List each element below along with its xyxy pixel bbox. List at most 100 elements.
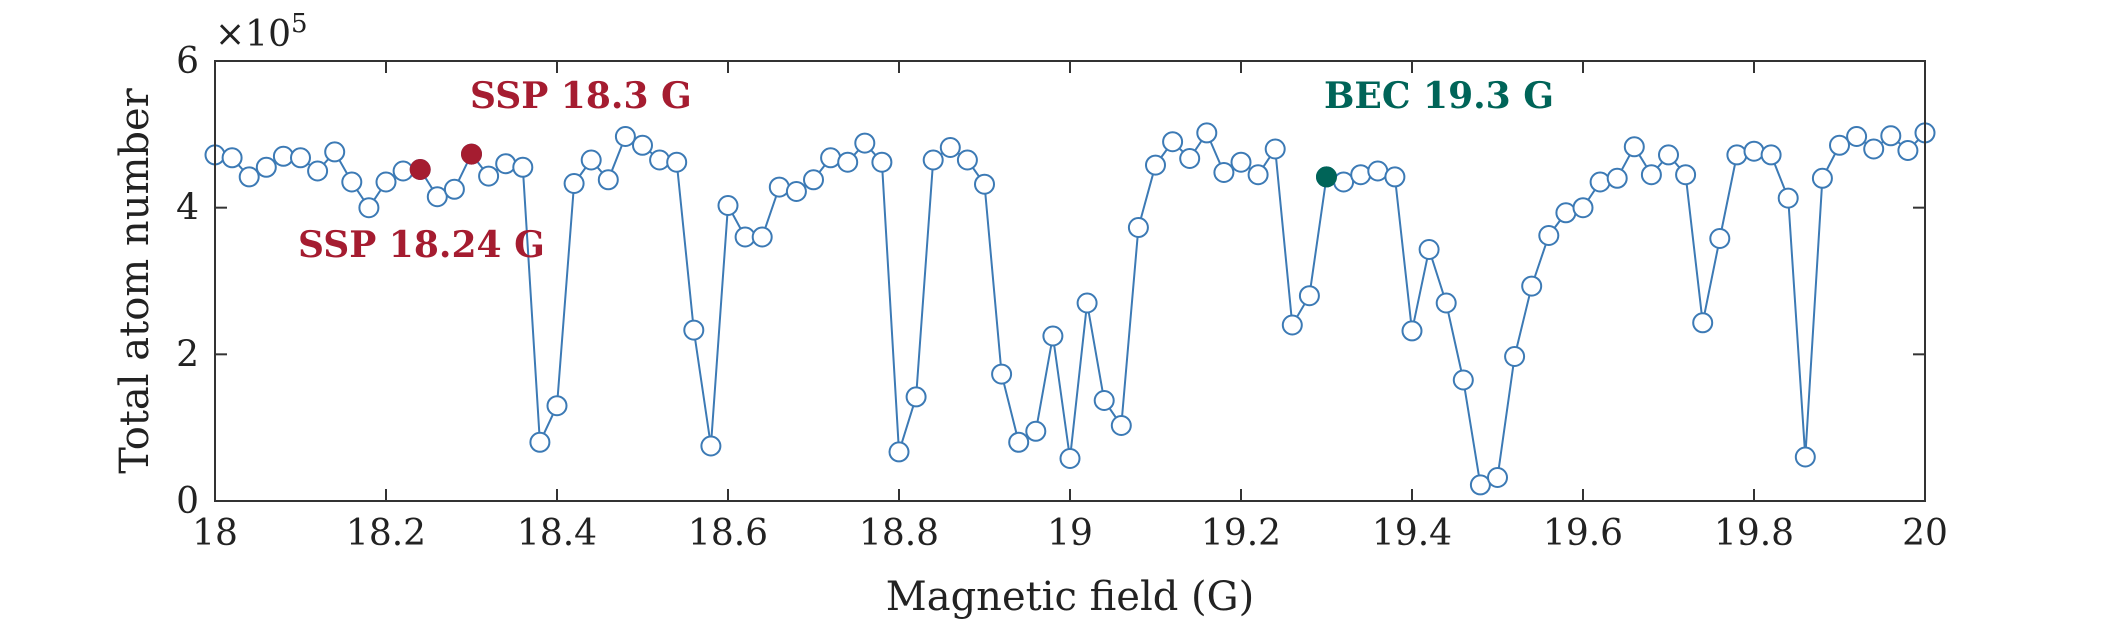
data-point <box>1863 138 1885 160</box>
data-point <box>854 132 876 154</box>
data-point <box>1110 415 1132 436</box>
annotation-ssp-18-24: SSP 18.24 G <box>298 224 545 266</box>
data-point <box>871 151 893 173</box>
data-point <box>1692 312 1714 334</box>
data-point <box>1042 325 1064 347</box>
data-point <box>768 176 790 198</box>
data-point <box>649 149 671 171</box>
data-point <box>1264 138 1286 160</box>
data-point <box>272 145 294 167</box>
data-point <box>1658 144 1679 166</box>
data-point <box>1059 448 1081 469</box>
x-tick-label: 20 <box>1902 513 1948 554</box>
data-point <box>905 386 927 408</box>
data-point <box>820 147 842 169</box>
data-point <box>751 226 773 248</box>
data-point <box>666 151 688 173</box>
data-point <box>1179 148 1201 169</box>
annotation-layer: SSP 18.24 G SSP 18.3 G BEC 19.3 G <box>298 75 1554 266</box>
data-point <box>1675 164 1697 186</box>
data-point <box>307 160 329 182</box>
tick-layer <box>214 60 1926 502</box>
data-point <box>358 197 380 219</box>
data-point <box>1538 225 1560 246</box>
y-axis-multiplier: ×105 <box>215 9 308 55</box>
data-point <box>1418 239 1440 260</box>
x-tick-label: 19.2 <box>1201 513 1281 554</box>
data-point <box>1127 217 1149 238</box>
data-point <box>255 156 277 178</box>
y-axis-multiplier-base: ×10 <box>215 14 291 55</box>
plot-area-frame <box>214 60 1926 502</box>
data-point <box>597 169 619 191</box>
data-point <box>683 319 705 341</box>
data-point <box>1469 474 1491 496</box>
x-axis-label: Magnetic field (G) <box>886 574 1254 620</box>
y-axis-label: Total atom number <box>112 87 158 473</box>
x-tick-label: 18.8 <box>859 513 939 554</box>
data-point <box>546 395 568 417</box>
data-point <box>1606 167 1628 189</box>
data-point <box>785 181 807 202</box>
data-point <box>837 151 859 173</box>
data-point <box>700 435 722 457</box>
x-tick-label: 18.6 <box>688 513 768 554</box>
data-point <box>392 160 414 182</box>
data-point <box>1794 446 1816 468</box>
data-point <box>375 171 397 193</box>
data-point <box>888 441 910 463</box>
data-point <box>1623 136 1645 158</box>
data-point <box>324 141 346 163</box>
data-point <box>1281 314 1303 336</box>
x-tick-label: 18.4 <box>517 513 597 554</box>
data-point <box>991 363 1013 385</box>
data-point <box>495 153 517 175</box>
data-point <box>1213 162 1235 183</box>
y-tick-label: 2 <box>176 334 199 375</box>
series-layer <box>214 130 1926 487</box>
data-point <box>443 178 465 200</box>
data-point <box>1230 151 1252 173</box>
data-point <box>1350 164 1372 186</box>
data-point <box>803 169 824 191</box>
data-point <box>1025 420 1047 442</box>
data-point <box>1572 197 1594 219</box>
data-point <box>974 173 995 195</box>
data-point <box>1640 164 1662 186</box>
x-tick-label: 19.6 <box>1543 513 1623 554</box>
data-point <box>717 195 739 216</box>
data-point <box>1743 140 1765 162</box>
data-point <box>1504 346 1526 367</box>
data-point <box>614 126 636 147</box>
data-point <box>1487 467 1508 488</box>
x-tick-label: 18 <box>192 513 238 554</box>
x-tick-label: 19.4 <box>1372 513 1452 554</box>
y-tick-label: 0 <box>176 481 199 522</box>
data-point <box>1008 431 1030 453</box>
data-point <box>1401 320 1423 342</box>
y-axis-multiplier-exponent: 5 <box>291 9 308 39</box>
data-point <box>1384 166 1406 188</box>
data-point <box>238 166 260 188</box>
series-line <box>214 130 1926 487</box>
data-point <box>341 171 363 193</box>
data-point <box>478 165 500 187</box>
data-point <box>1076 292 1098 314</box>
y-tick-label: 6 <box>176 41 199 82</box>
annotation-bec-19-3: BEC 19.3 G <box>1324 75 1554 117</box>
data-point <box>426 186 448 208</box>
y-tick-label: 4 <box>176 188 199 229</box>
data-point <box>956 149 978 171</box>
data-point <box>529 431 551 453</box>
data-point <box>512 156 534 178</box>
data-point <box>632 134 653 156</box>
data-point <box>221 147 243 169</box>
data-point <box>922 149 944 171</box>
annotation-ssp-18-3: SSP 18.3 G <box>470 75 692 117</box>
data-point <box>1162 131 1184 153</box>
data-point <box>1145 154 1166 176</box>
highlighted-point <box>461 143 482 165</box>
data-point <box>1247 164 1269 186</box>
data-point <box>1777 187 1799 209</box>
